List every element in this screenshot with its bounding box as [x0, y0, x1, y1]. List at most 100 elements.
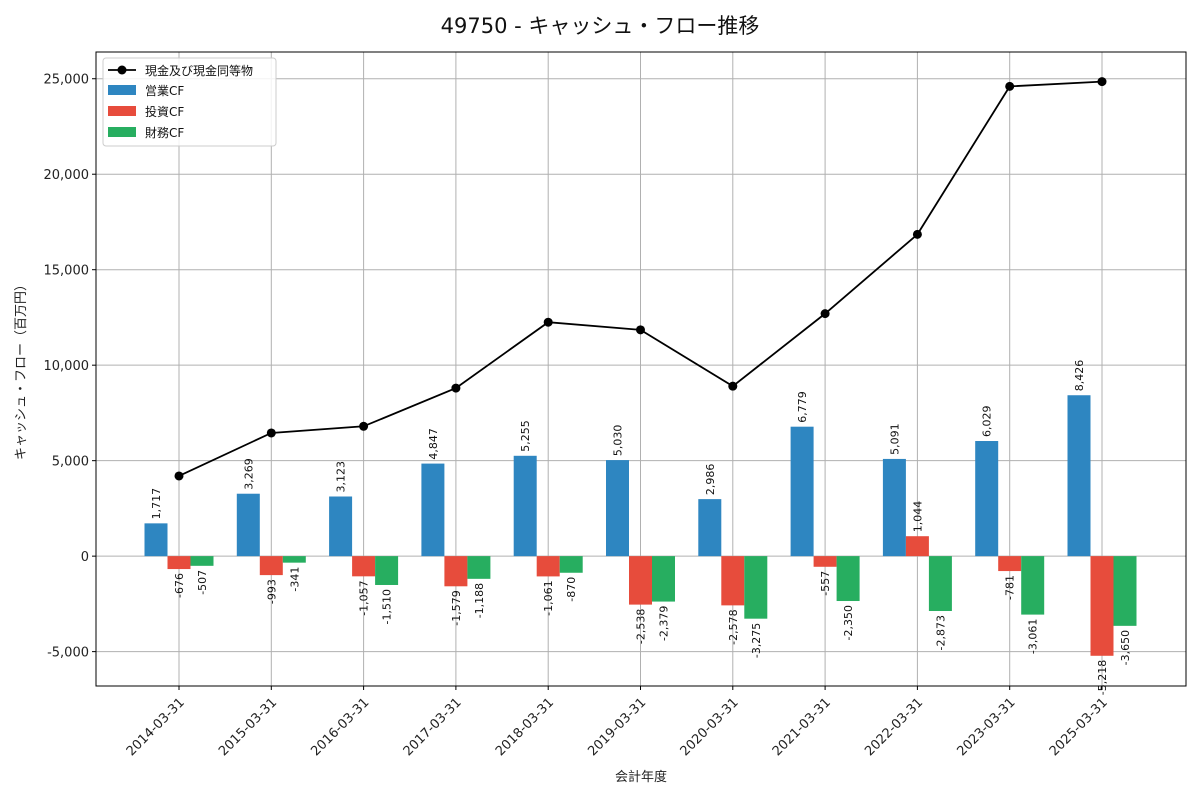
x-tick-label: 2016-03-31	[308, 695, 372, 759]
bar-投資CF-2019-03-31	[629, 556, 652, 604]
legend-swatch-投資CF	[108, 106, 136, 116]
bar-value-label: 1,717	[150, 488, 163, 520]
y-tick-label: -5,000	[47, 646, 89, 661]
bar-投資CF-2017-03-31	[444, 556, 467, 586]
x-tick-label: 2014-03-31	[124, 695, 188, 759]
bar-営業CF-2015-03-31	[237, 494, 260, 556]
bar-財務CF-2017-03-31	[467, 556, 490, 579]
bar-投資CF-2018-03-31	[537, 556, 560, 576]
bar-value-label: -993	[265, 579, 278, 604]
bar-value-label: -676	[173, 573, 186, 598]
bar-財務CF-2015-03-31	[283, 556, 306, 563]
bar-営業CF-2017-03-31	[421, 464, 444, 557]
bar-営業CF-2025-03-31	[1068, 395, 1091, 556]
bar-value-label: 5,030	[612, 425, 625, 457]
bar-value-label: -2,538	[635, 609, 648, 644]
bar-value-label: -1,579	[450, 590, 463, 625]
bar-投資CF-2023-03-31	[998, 556, 1021, 571]
x-tick-label: 2021-03-31	[770, 695, 834, 759]
bar-value-label: 4,847	[427, 428, 440, 460]
legend-label: 営業CF	[145, 84, 184, 98]
x-tick-label: 2025-03-31	[1047, 695, 1111, 759]
bar-財務CF-2020-03-31	[744, 556, 767, 619]
bar-財務CF-2021-03-31	[837, 556, 860, 601]
bar-value-label: -341	[288, 567, 301, 592]
bar-投資CF-2016-03-31	[352, 556, 375, 576]
bar-value-label: -1,188	[473, 583, 486, 618]
bar-営業CF-2021-03-31	[791, 427, 814, 556]
legend-swatch-財務CF	[108, 127, 136, 137]
cash-point-2019-03-31	[636, 325, 645, 334]
bar-営業CF-2018-03-31	[514, 456, 537, 556]
bar-value-label: 3,269	[242, 458, 255, 490]
y-tick-label: 20,000	[44, 168, 90, 183]
bar-value-label: -2,873	[934, 615, 947, 650]
bar-value-label: -2,350	[842, 605, 855, 640]
bar-value-label: 5,091	[888, 423, 901, 455]
bar-value-label: 1,044	[911, 501, 924, 533]
bar-value-label: 2,986	[704, 464, 717, 496]
x-tick-label: 2015-03-31	[216, 695, 280, 759]
legend-label: 投資CF	[145, 104, 184, 119]
y-tick-label: 15,000	[44, 264, 90, 279]
x-tick-label: 2017-03-31	[401, 695, 465, 759]
bar-財務CF-2016-03-31	[375, 556, 398, 585]
cash-point-2022-03-31	[913, 230, 922, 239]
bar-value-label: 6,029	[981, 406, 994, 438]
y-axis-ticks: -5,000 0 5,000 10,000 15,000 20,000 25,000	[44, 73, 97, 661]
cash-point-2015-03-31	[267, 428, 276, 437]
bar-value-label: -1,057	[358, 580, 371, 615]
x-tick-label: 2022-03-31	[862, 695, 926, 759]
x-tick-label: 2023-03-31	[954, 695, 1018, 759]
bar-value-label: -3,061	[1027, 619, 1040, 654]
bar-財務CF-2018-03-31	[560, 556, 583, 573]
cash-point-2025-03-31	[1098, 77, 1107, 86]
bar-営業CF-2016-03-31	[329, 497, 352, 557]
y-axis-label: キャッシュ・フロー（百万円）	[14, 278, 29, 460]
y-tick-label: 5,000	[52, 455, 89, 470]
legend-line-marker	[118, 66, 127, 75]
bar-営業CF-2020-03-31	[698, 499, 721, 556]
bar-value-label: -2,379	[658, 606, 671, 641]
bar-投資CF-2021-03-31	[814, 556, 837, 567]
bar-財務CF-2023-03-31	[1021, 556, 1044, 614]
bar-value-label: -3,650	[1119, 630, 1132, 665]
bar-営業CF-2014-03-31	[145, 523, 168, 556]
bar-value-label: 3,123	[335, 461, 348, 493]
bar-value-label: -1,510	[381, 589, 394, 624]
x-tick-label: 2019-03-31	[585, 695, 649, 759]
y-tick-label: 10,000	[44, 359, 90, 374]
bar-value-label: -3,275	[750, 623, 763, 658]
legend-swatch-営業CF	[108, 85, 136, 95]
cash-flow-chart: 49750 - キャッシュ・フロー推移 1,717 3,269 3,123 4,847…	[0, 0, 1200, 800]
bar-財務CF-2019-03-31	[652, 556, 675, 601]
bar-投資CF-2020-03-31	[721, 556, 744, 605]
x-tick-label: 2018-03-31	[493, 695, 557, 759]
bar-財務CF-2025-03-31	[1114, 556, 1137, 626]
bar-value-label: -1,061	[542, 580, 555, 615]
bar-value-label: -507	[196, 570, 209, 595]
y-tick-label: 25,000	[44, 73, 90, 88]
bar-財務CF-2014-03-31	[191, 556, 214, 566]
cash-point-2023-03-31	[1005, 82, 1014, 91]
bar-value-label: 8,426	[1073, 360, 1086, 392]
bar-value-label: -781	[1004, 575, 1017, 600]
cash-point-2018-03-31	[544, 318, 553, 327]
bar-value-label: 5,255	[519, 420, 532, 452]
bar-投資CF-2025-03-31	[1091, 556, 1114, 656]
cash-point-2014-03-31	[175, 471, 184, 480]
cash-point-2017-03-31	[451, 384, 460, 393]
bar-営業CF-2023-03-31	[975, 441, 998, 556]
bar-財務CF-2022-03-31	[929, 556, 952, 611]
x-axis-ticks: 2014-03-31 2015-03-31 2016-03-31 2017-03-31…	[124, 686, 1111, 759]
bar-投資CF-2015-03-31	[260, 556, 283, 575]
bar-投資CF-2014-03-31	[168, 556, 191, 569]
bar-投資CF-2022-03-31	[906, 536, 929, 556]
chart-title: 49750 - キャッシュ・フロー推移	[441, 14, 760, 38]
bar-value-label: -557	[819, 571, 832, 596]
legend-label: 現金及び現金同等物	[145, 63, 253, 78]
x-tick-label: 2020-03-31	[678, 695, 742, 759]
bar-営業CF-2019-03-31	[606, 460, 629, 556]
bar-営業CF-2022-03-31	[883, 459, 906, 556]
